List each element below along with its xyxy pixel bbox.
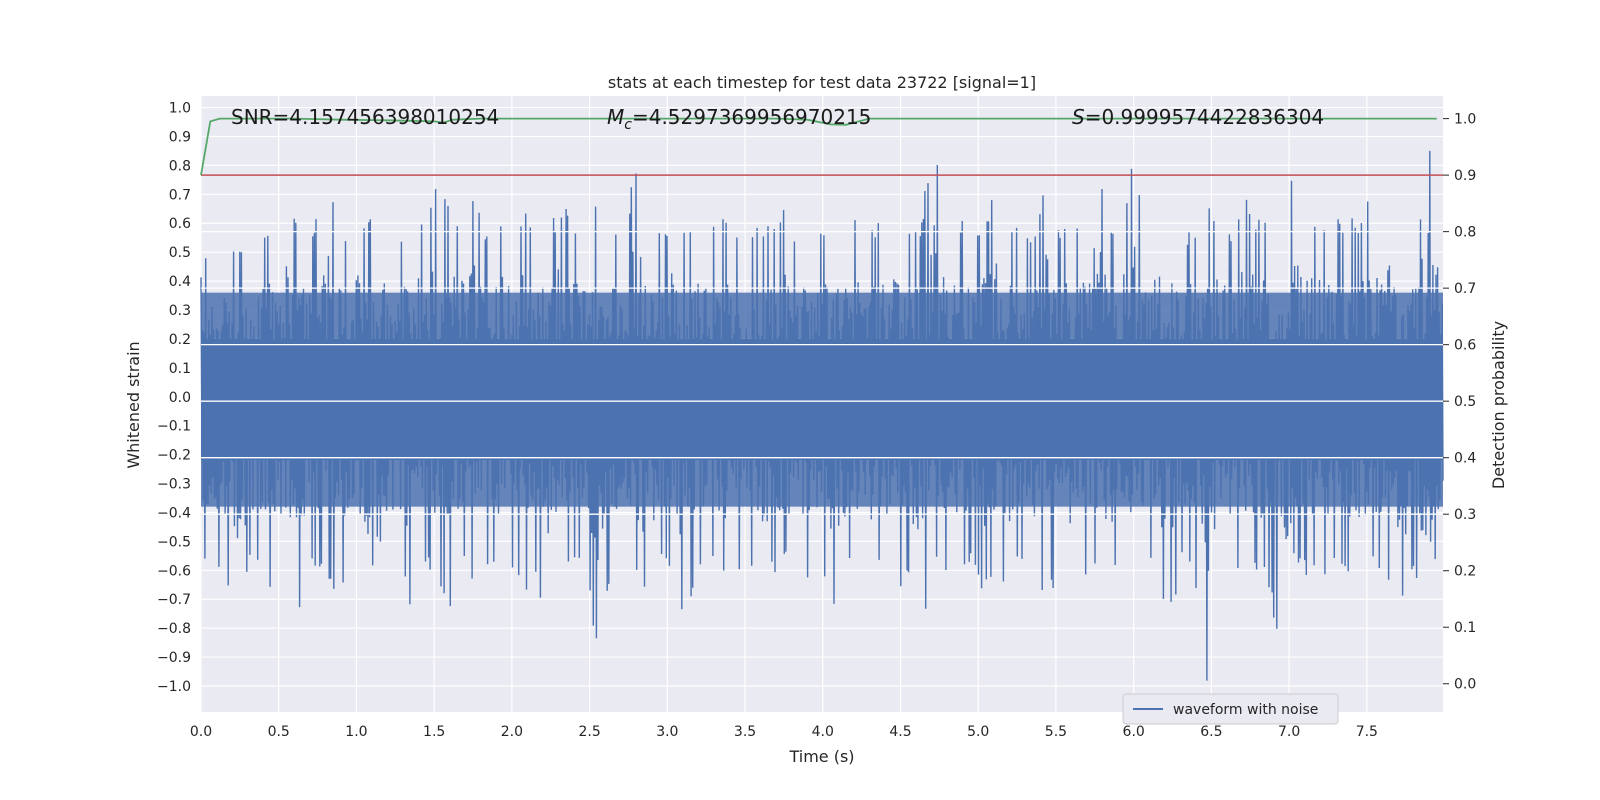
x-tick-label: 7.5 [1356,724,1378,740]
waveform-dense-band [201,338,1443,461]
y2-tick-label: 0.6 [1454,338,1476,354]
x-tick-label: 7.0 [1278,724,1300,740]
y-tick-label: 0.3 [169,303,191,319]
x-tick-label: 5.0 [967,724,989,740]
x-tick-label: 0.0 [190,724,212,740]
y-tick-label: 0.6 [169,216,191,232]
y-tick-label: −0.7 [157,592,191,608]
x-tick-label: 2.0 [501,724,523,740]
y2-tick-labels: 1.0 0.9 0.8 0.7 0.6 0.5 0.4 0.3 0.2 0.1 0.0 [1443,112,1476,693]
y-tick-label: −0.2 [157,448,191,464]
legend-box [1122,693,1339,725]
y-tick-label: 0.0 [169,390,191,406]
snr-annotation: SNR=4.157456398010254 [231,105,499,129]
y2-tick-label: 0.5 [1454,394,1476,410]
x-tick-label: 4.0 [812,724,834,740]
series-layer [200,150,1444,681]
y-tick-label: −0.1 [157,419,191,435]
mc-symbol: M [607,105,624,129]
y-tick-label: −1.0 [157,679,191,695]
waveform-upper-band [201,292,1443,339]
legend-label: waveform with noise [1173,702,1318,718]
y-tick-label: 0.2 [169,332,191,348]
y2-tick-label: 0.0 [1454,677,1476,693]
y-tick-label: 0.7 [169,187,191,203]
y-tick-label: −0.5 [157,534,191,550]
x-axis-label: Time (s) [788,747,854,766]
mc-annotation: Mc=4.5297369956970215 [607,105,871,133]
x-tick-labels: 0.0 0.5 1.0 1.5 2.0 2.5 3.0 3.5 4.0 4.5 5.0 5.5 6.0 6… [190,724,1378,740]
waveform-lower-band [201,460,1443,507]
y-tick-label: −0.4 [157,505,191,521]
y-tick-label: 1.0 [169,101,191,117]
y-tick-label: −0.8 [157,621,191,637]
s-value: =0.9999574422836304 [1085,105,1324,129]
y-tick-label: −0.3 [157,477,191,493]
x-tick-label: 0.5 [268,724,290,740]
y2-tick-label: 0.3 [1454,507,1476,523]
y2-tick-label: 0.9 [1454,168,1476,184]
y-tick-label: 0.4 [169,274,191,290]
y-tick-label: 0.9 [169,129,191,145]
y2-tick-label: 0.8 [1454,225,1476,241]
y2-axis-label: Detection probability [1489,321,1508,489]
y2-tick-label: 0.4 [1454,451,1476,467]
x-tick-label: 4.5 [889,724,911,740]
y-tick-label: −0.6 [157,563,191,579]
y-tick-label: 0.5 [169,245,191,261]
chart-title: stats at each timestep for test data 237… [608,73,1036,92]
y2-tick-label: 1.0 [1454,112,1476,128]
y-tick-labels: 1.0 0.9 0.8 0.7 0.6 0.5 0.4 0.3 0.2 0.1 0.0 −0.1 −0.… [157,101,191,695]
x-tick-label: 5.5 [1045,724,1067,740]
x-tick-label: 2.5 [578,724,600,740]
y-tick-label: 0.8 [169,158,191,174]
x-tick-label: 1.0 [345,724,367,740]
s-annotation: S=0.9999574422836304 [1072,105,1324,129]
y-tick-label: 0.1 [169,361,191,377]
x-tick-label: 3.0 [656,724,678,740]
mc-value: =4.5297369956970215 [632,105,871,129]
y2-tick-label: 0.2 [1454,564,1476,580]
s-symbol: S [1072,105,1085,129]
x-tick-label: 3.5 [734,724,756,740]
y2-tick-label: 0.1 [1454,620,1476,636]
legend: waveform with noise [1122,693,1339,725]
y-axis-label: Whitened strain [124,341,143,468]
x-tick-label: 6.5 [1200,724,1222,740]
mc-subscript: c [624,117,632,133]
x-tick-label: 6.0 [1123,724,1145,740]
overlay-layer [200,117,1443,176]
y2-tick-label: 0.7 [1454,281,1476,297]
detection-probability-line [200,117,1437,176]
y-tick-label: −0.9 [157,650,191,666]
y2-grid [201,230,1443,515]
x-tick-label: 1.5 [423,724,445,740]
